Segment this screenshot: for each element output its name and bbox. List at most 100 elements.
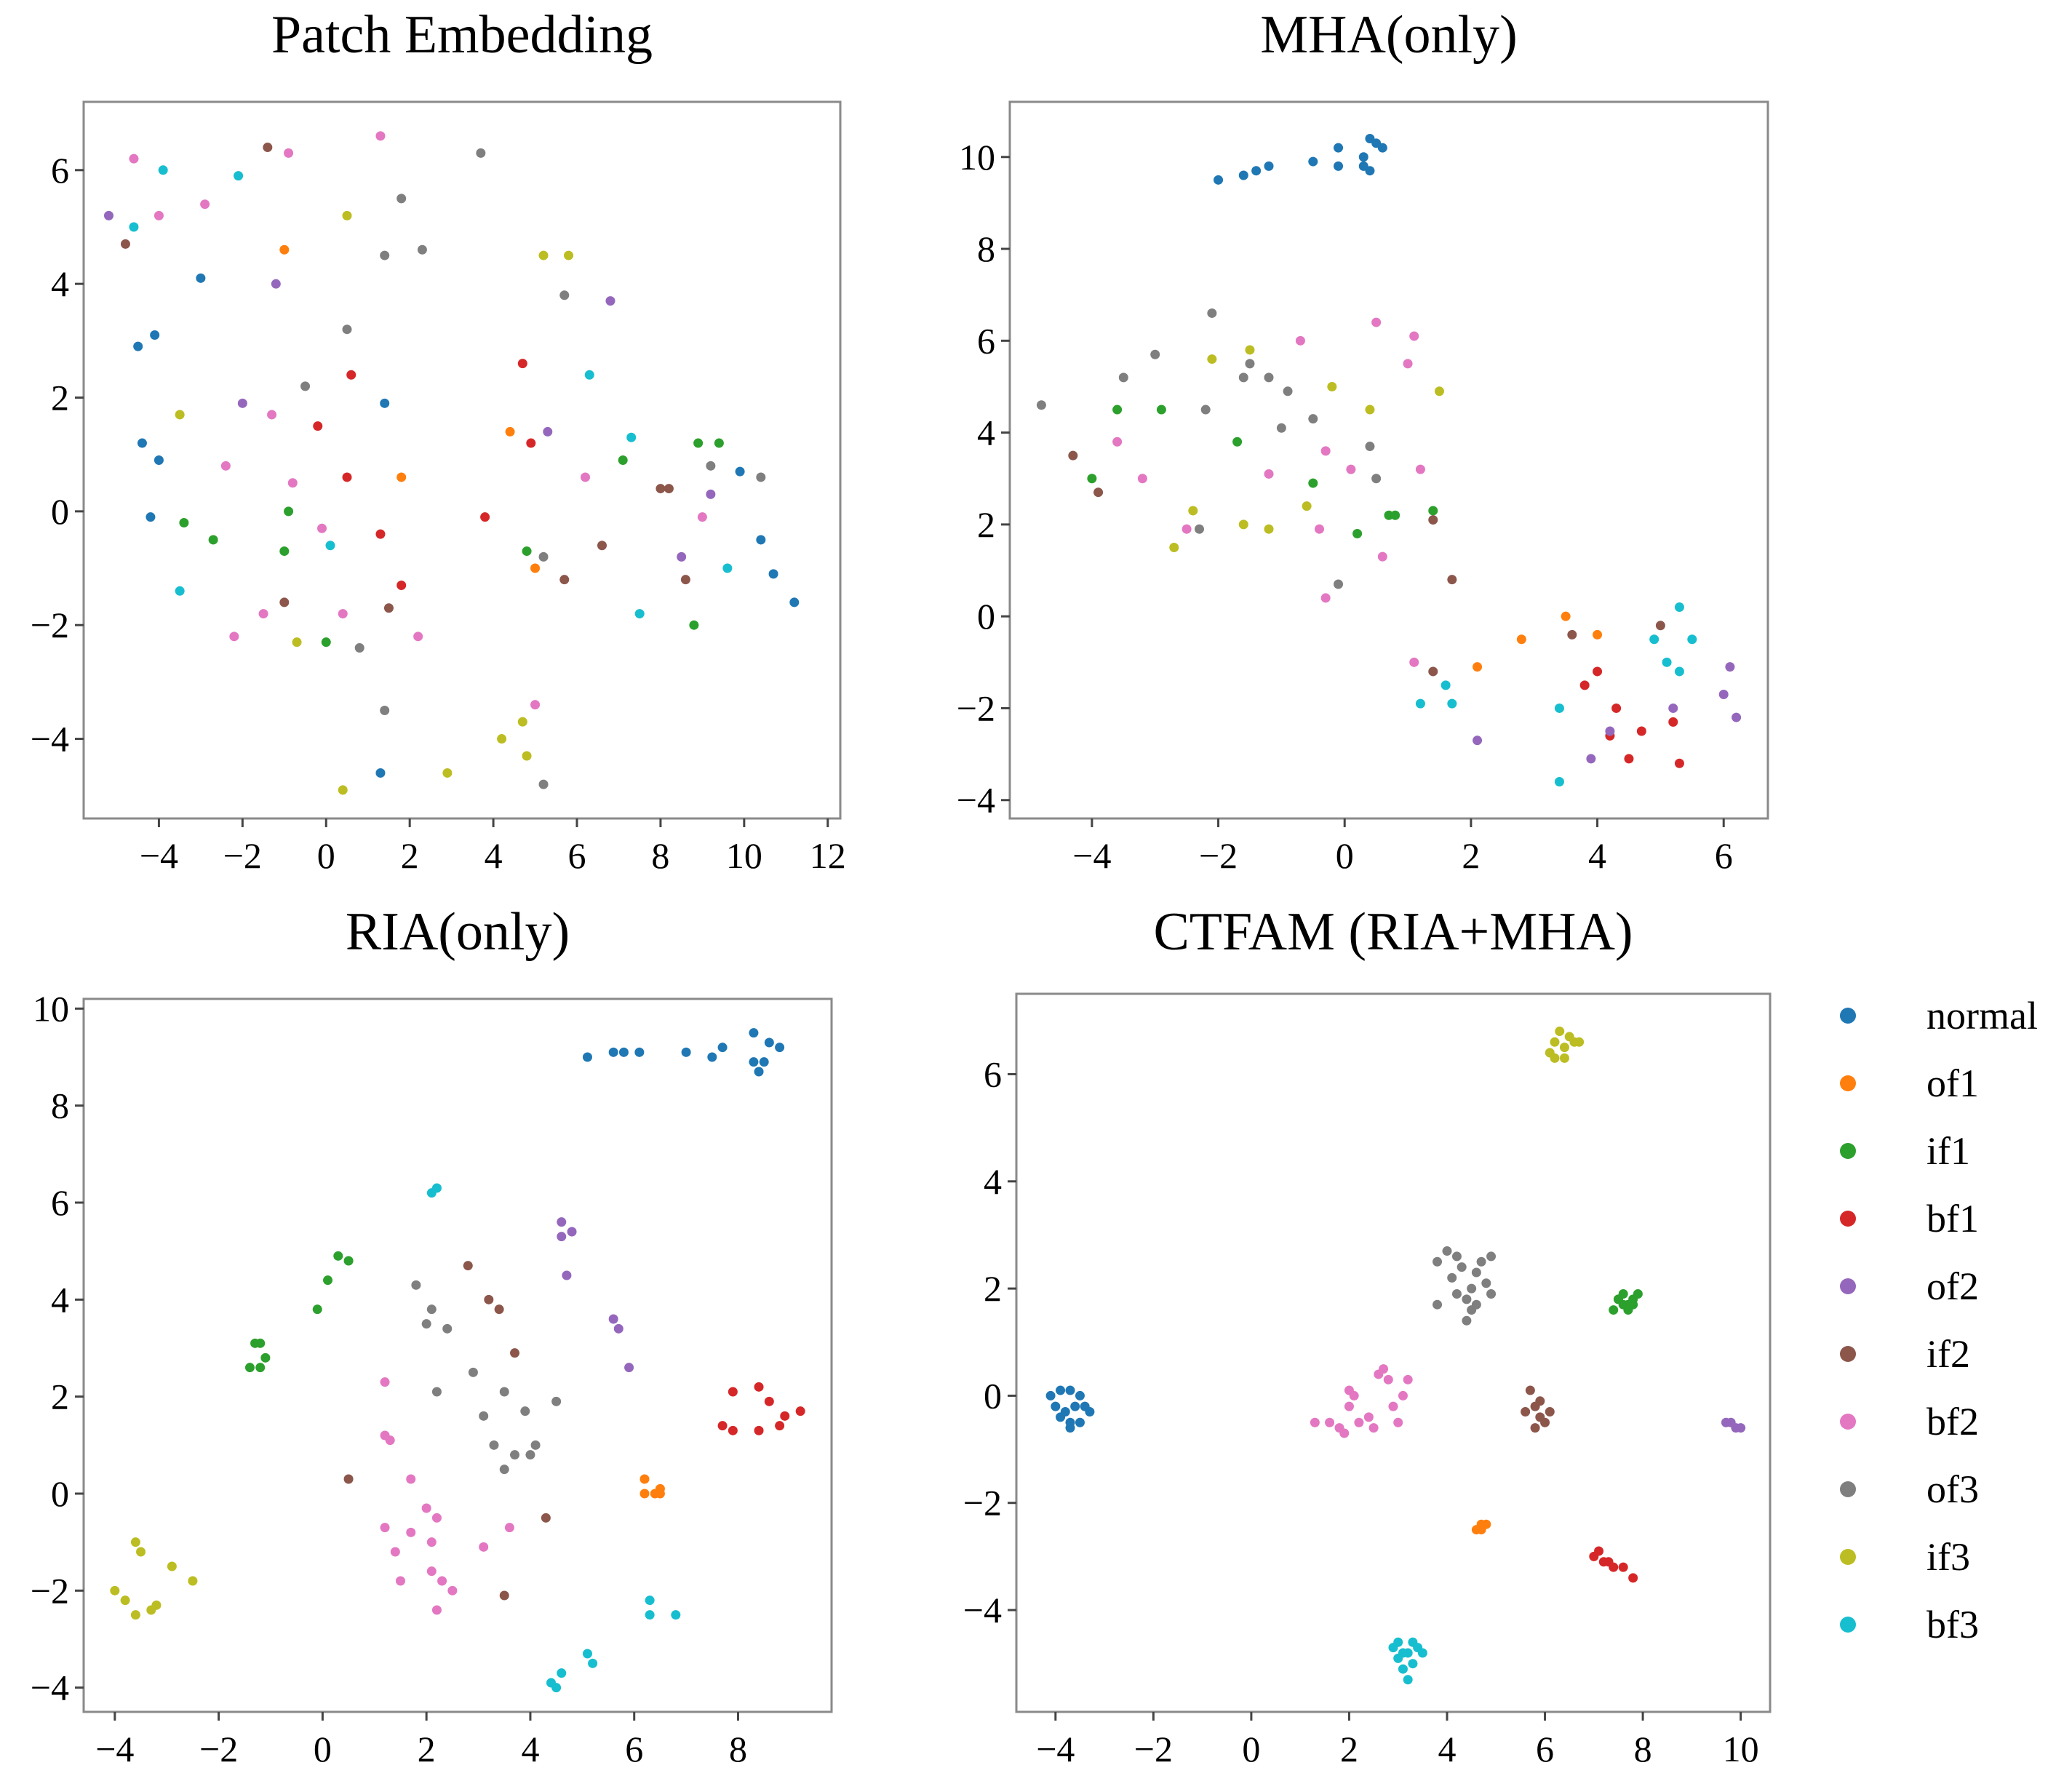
x-tick-label: −4 [1072,835,1111,876]
data-point-if2 [120,239,130,249]
data-point-bf2 [504,1523,514,1533]
data-point-normal [1214,175,1224,185]
data-point-bf2 [697,512,707,522]
data-point-if2 [1525,1385,1535,1395]
data-point-bf3 [671,1610,681,1620]
series-bf1 [717,1382,805,1435]
x-tick-label: 2 [401,835,419,876]
data-point-bf2 [581,472,591,482]
data-point-bf3 [325,541,335,551]
series-bf1 [1579,666,1684,768]
data-point-bf1 [764,1396,774,1406]
x-tick-label: 4 [1588,835,1606,876]
data-point-normal [1308,156,1318,167]
data-point-bf3 [1417,1648,1427,1658]
data-point-of3 [499,1465,509,1475]
data-point-bf1 [1668,717,1678,727]
legend-entry-bf3: bf3 [1840,1603,1979,1646]
scatter-panel: Patch Embedding −4 −2 0 2 4 6 8 10 12 −4 −2 0 2 4 6 [31,5,846,876]
legend-entry-of3: of3 [1840,1467,1979,1511]
data-point-normal [707,1052,717,1062]
data-point-of3 [468,1367,478,1377]
data-point-bf2 [1320,593,1331,603]
data-point-if2 [1428,666,1438,677]
x-tick-label: 8 [1634,1729,1652,1769]
legend-entry-if1: if1 [1840,1129,1970,1173]
series-of3 [300,148,766,789]
legend-marker [1840,1481,1856,1497]
data-point-of2 [271,279,281,289]
data-point-of3 [1451,1288,1462,1299]
data-point-of2 [605,296,615,306]
y-tick-label: 8 [977,228,995,269]
data-point-if3 [1559,1053,1569,1063]
data-point-if3 [130,1537,140,1547]
data-point-if3 [1559,1043,1569,1053]
legend-marker [1840,1617,1856,1633]
data-point-normal [1085,1407,1095,1417]
data-point-bf3 [582,1649,592,1659]
series-bf2 [380,1377,514,1615]
x-tick-label: 0 [314,1729,332,1769]
data-point-normal [681,1047,691,1057]
data-point-of2 [557,1232,567,1242]
data-point-if1 [1390,510,1400,520]
data-point-if1 [714,438,724,448]
series-of1 [1473,611,1603,672]
data-point-if2 [1521,1407,1531,1417]
data-point-bf2 [1346,464,1356,474]
data-point-normal [1060,1407,1070,1417]
data-point-bf1 [1579,680,1590,690]
data-point-normal [608,1047,618,1057]
data-point-bf2 [1137,474,1147,484]
data-point-if1 [343,1256,354,1266]
data-point-if2 [1540,1417,1550,1427]
data-point-if3 [130,1610,140,1620]
data-point-of3 [538,779,549,789]
x-tick-label: 4 [485,835,503,876]
data-point-normal [1075,1417,1085,1427]
data-point-bf1 [775,1421,785,1431]
data-point-bf3 [557,1668,567,1678]
data-point-of3 [1238,372,1248,383]
data-point-of3 [380,250,390,260]
y-tick-label: −2 [963,1483,1002,1523]
data-point-bf1 [517,359,527,369]
data-point-if1 [1428,506,1438,516]
data-point-of3 [1200,405,1211,415]
legend-label: if3 [1926,1535,1970,1579]
data-point-of2 [1668,703,1678,713]
series-if1 [1087,405,1438,539]
y-tick-label: 6 [51,1182,69,1223]
data-point-of2 [1605,726,1615,736]
data-point-bf1 [1624,754,1634,764]
data-point-if2 [1535,1396,1545,1406]
data-point-bf1 [342,472,352,482]
y-tick-label: −2 [957,688,995,728]
data-point-bf3 [1687,634,1697,645]
data-point-of1 [397,472,407,482]
y-tick-label: 0 [984,1375,1002,1416]
y-tick-label: 10 [33,988,69,1029]
data-point-if1 [1308,478,1318,488]
data-point-of3 [1195,524,1204,534]
data-point-bf3 [1554,703,1564,713]
y-tick-label: 8 [51,1085,69,1126]
data-point-if3 [1550,1037,1560,1047]
plot-frame [82,100,842,820]
data-point-bf2 [317,523,327,533]
data-point-normal [1358,152,1368,162]
data-point-of3 [300,381,311,391]
data-point-bf2 [406,1527,416,1537]
data-point-if2 [263,143,273,153]
data-point-normal [759,1057,769,1067]
data-point-if3 [1555,1027,1565,1037]
y-tick-label: −2 [31,605,69,645]
data-point-if2 [1447,575,1457,585]
data-point-of3 [1365,442,1375,452]
data-point-bf2 [129,154,139,164]
legend-marker [1840,1278,1856,1294]
data-point-if3 [136,1547,146,1557]
data-point-bf1 [1598,1557,1609,1567]
